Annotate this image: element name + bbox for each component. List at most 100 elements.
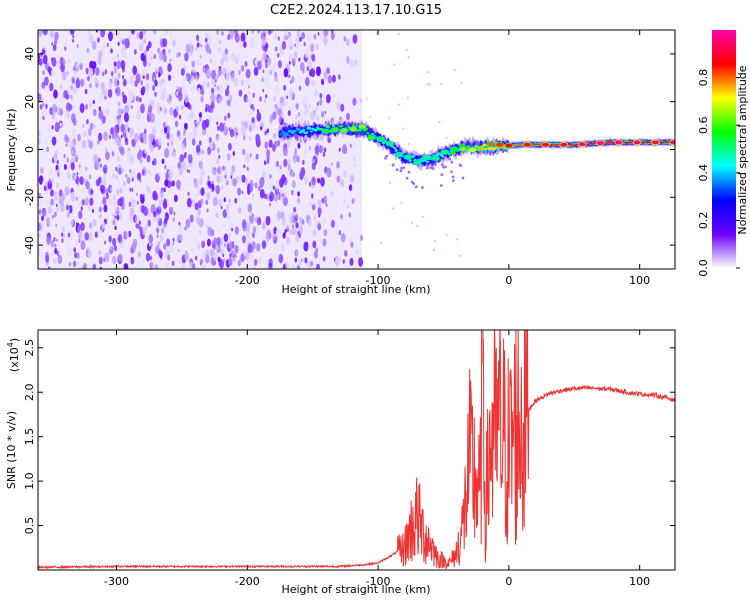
noise-blob — [157, 144, 161, 151]
noise-blob — [163, 181, 166, 186]
noise-blob — [113, 61, 117, 67]
noise-blob — [231, 178, 235, 186]
noise-blob — [299, 171, 304, 181]
noise-blob — [218, 155, 221, 159]
noise-blob — [311, 79, 315, 87]
noise-blob — [238, 89, 243, 97]
noise-blob — [154, 264, 159, 269]
noise-blob — [209, 188, 213, 196]
noise-blob — [191, 199, 196, 208]
noise-blob — [98, 229, 104, 238]
noise-blob — [250, 104, 253, 109]
noise-blob — [95, 160, 100, 170]
signal-speck — [442, 165, 445, 169]
noise-blob — [64, 186, 70, 196]
signal-blob — [281, 130, 285, 134]
noise-blob — [192, 263, 196, 269]
noise-blob — [67, 212, 70, 218]
noise-blob — [298, 225, 304, 235]
noise-blob — [257, 256, 262, 265]
signal-speck — [405, 176, 409, 180]
noise-blob — [188, 80, 191, 85]
noise-blob — [132, 65, 138, 76]
signal-blob — [441, 155, 445, 158]
noise-blob — [226, 214, 230, 220]
noise-blob — [72, 86, 77, 94]
noise-blob — [160, 127, 164, 135]
noise-blob — [236, 52, 241, 62]
noise-blob — [146, 154, 151, 163]
noise-blob — [113, 199, 119, 210]
noise-blob — [88, 51, 91, 57]
noise-blob — [60, 232, 64, 238]
noise-blob — [211, 87, 215, 94]
noise-blob — [50, 252, 53, 258]
noise-blob — [293, 51, 298, 59]
noise-blob — [89, 222, 93, 229]
noise-blob — [161, 158, 165, 164]
noise-blob — [260, 30, 264, 34]
noise-blob — [299, 36, 302, 42]
noise-blob — [116, 60, 121, 70]
noise-blob — [223, 257, 226, 263]
signal-peak — [339, 127, 349, 134]
noise-blob — [222, 165, 225, 171]
noise-blob — [50, 30, 54, 38]
noise-blob — [273, 33, 276, 39]
noise-blob — [269, 181, 274, 191]
noise-blob — [152, 190, 158, 201]
noise-blob — [261, 222, 266, 230]
noise-blob — [197, 87, 201, 95]
noise-blob — [210, 101, 215, 110]
noise-speck — [400, 201, 403, 205]
spectrogram-y-tick-label: 0 — [23, 146, 36, 153]
noise-blob — [225, 87, 230, 97]
noise-blob — [196, 42, 200, 48]
noise-blob — [191, 158, 196, 168]
noise-blob — [122, 48, 128, 58]
noise-blob — [158, 72, 161, 78]
noise-blob — [323, 30, 329, 37]
noise-blob — [195, 34, 200, 42]
noise-blob — [38, 233, 41, 238]
colorbar-tick-label: 0.4 — [697, 164, 710, 182]
noise-blob — [352, 97, 357, 106]
noise-speck — [365, 97, 368, 101]
noise-blob — [69, 30, 75, 36]
noise-blob — [84, 197, 89, 206]
noise-blob — [220, 95, 223, 102]
noise-blob — [74, 175, 77, 180]
noise-blob — [121, 186, 125, 192]
noise-blob — [45, 103, 48, 110]
noise-blob — [284, 260, 289, 269]
noise-blob — [287, 158, 291, 166]
signal-speck — [439, 184, 443, 187]
noise-blob — [223, 197, 227, 203]
colorbar-bar — [712, 30, 736, 268]
noise-blob — [260, 58, 263, 64]
noise-blob — [211, 69, 216, 80]
noise-blob — [309, 43, 315, 53]
noise-blob — [279, 178, 284, 188]
noise-blob — [207, 149, 211, 156]
noise-blob — [235, 134, 238, 140]
noise-blob — [38, 222, 41, 232]
noise-blob — [120, 201, 125, 210]
noise-blob — [308, 35, 313, 43]
noise-blob — [188, 39, 193, 47]
noise-blob — [202, 259, 207, 268]
noise-blob — [262, 69, 265, 74]
noise-blob — [117, 53, 120, 58]
signal-peak — [357, 123, 367, 130]
noise-blob — [155, 213, 160, 223]
noise-blob — [273, 132, 277, 139]
noise-blob — [227, 99, 231, 107]
signal-peak — [412, 159, 422, 166]
noise-blob — [38, 53, 41, 61]
noise-blob — [198, 112, 203, 119]
noise-speck — [402, 127, 405, 130]
noise-blob — [238, 69, 241, 76]
noise-blob — [286, 95, 289, 100]
noise-blob — [323, 218, 327, 225]
